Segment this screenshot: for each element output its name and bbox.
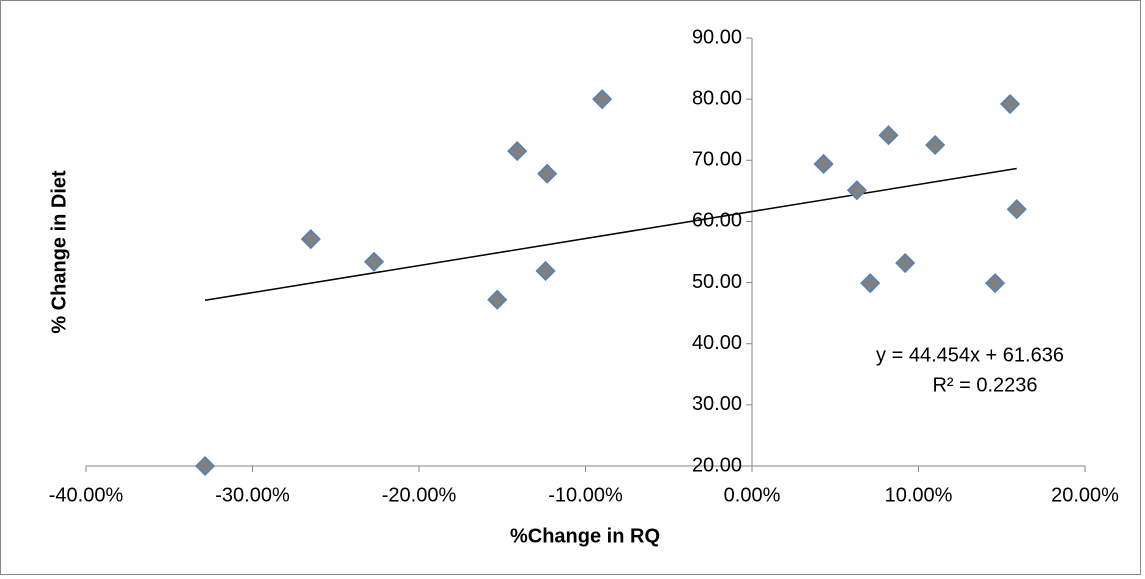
trendline bbox=[204, 167, 1017, 302]
point bbox=[985, 273, 1006, 294]
x-tick-label: -40.00% bbox=[49, 484, 124, 506]
r-squared: R² = 0.2236 bbox=[932, 374, 1037, 396]
y-axis-title: % Change in Diet bbox=[48, 170, 70, 334]
y-tick-label: 80.00 bbox=[692, 87, 742, 109]
equation: y = 44.454x + 61.636 bbox=[876, 344, 1064, 366]
x-tick-label: -20.00% bbox=[382, 484, 457, 506]
x-tick-label: -30.00% bbox=[215, 484, 290, 506]
y-tick-label: 90.00 bbox=[692, 26, 742, 48]
y-tick-label: 30.00 bbox=[692, 393, 742, 415]
point bbox=[507, 141, 528, 162]
point bbox=[846, 180, 867, 201]
point bbox=[592, 89, 613, 110]
y-tick-label: 70.00 bbox=[692, 149, 742, 171]
x-axis-title: %Change in RQ bbox=[510, 525, 660, 547]
point bbox=[878, 125, 899, 146]
point bbox=[194, 455, 216, 477]
point bbox=[925, 134, 946, 156]
y-tick-label: 40.00 bbox=[692, 332, 742, 354]
point bbox=[813, 153, 834, 175]
point bbox=[487, 289, 508, 310]
y-tick-label: 20.00 bbox=[692, 454, 742, 476]
point bbox=[300, 229, 321, 250]
x-tick-label: -10.00% bbox=[548, 484, 623, 506]
point bbox=[363, 251, 385, 272]
x-tick-label: 10.00% bbox=[885, 484, 953, 506]
x-tick-label: 0.00% bbox=[724, 484, 781, 506]
point bbox=[895, 252, 916, 274]
point bbox=[1000, 93, 1021, 115]
point bbox=[860, 273, 881, 294]
y-tick-label: 50.00 bbox=[692, 271, 742, 293]
point bbox=[535, 260, 556, 282]
point bbox=[537, 163, 558, 184]
point bbox=[1006, 199, 1027, 220]
x-tick-label: 20.00% bbox=[1051, 484, 1119, 506]
